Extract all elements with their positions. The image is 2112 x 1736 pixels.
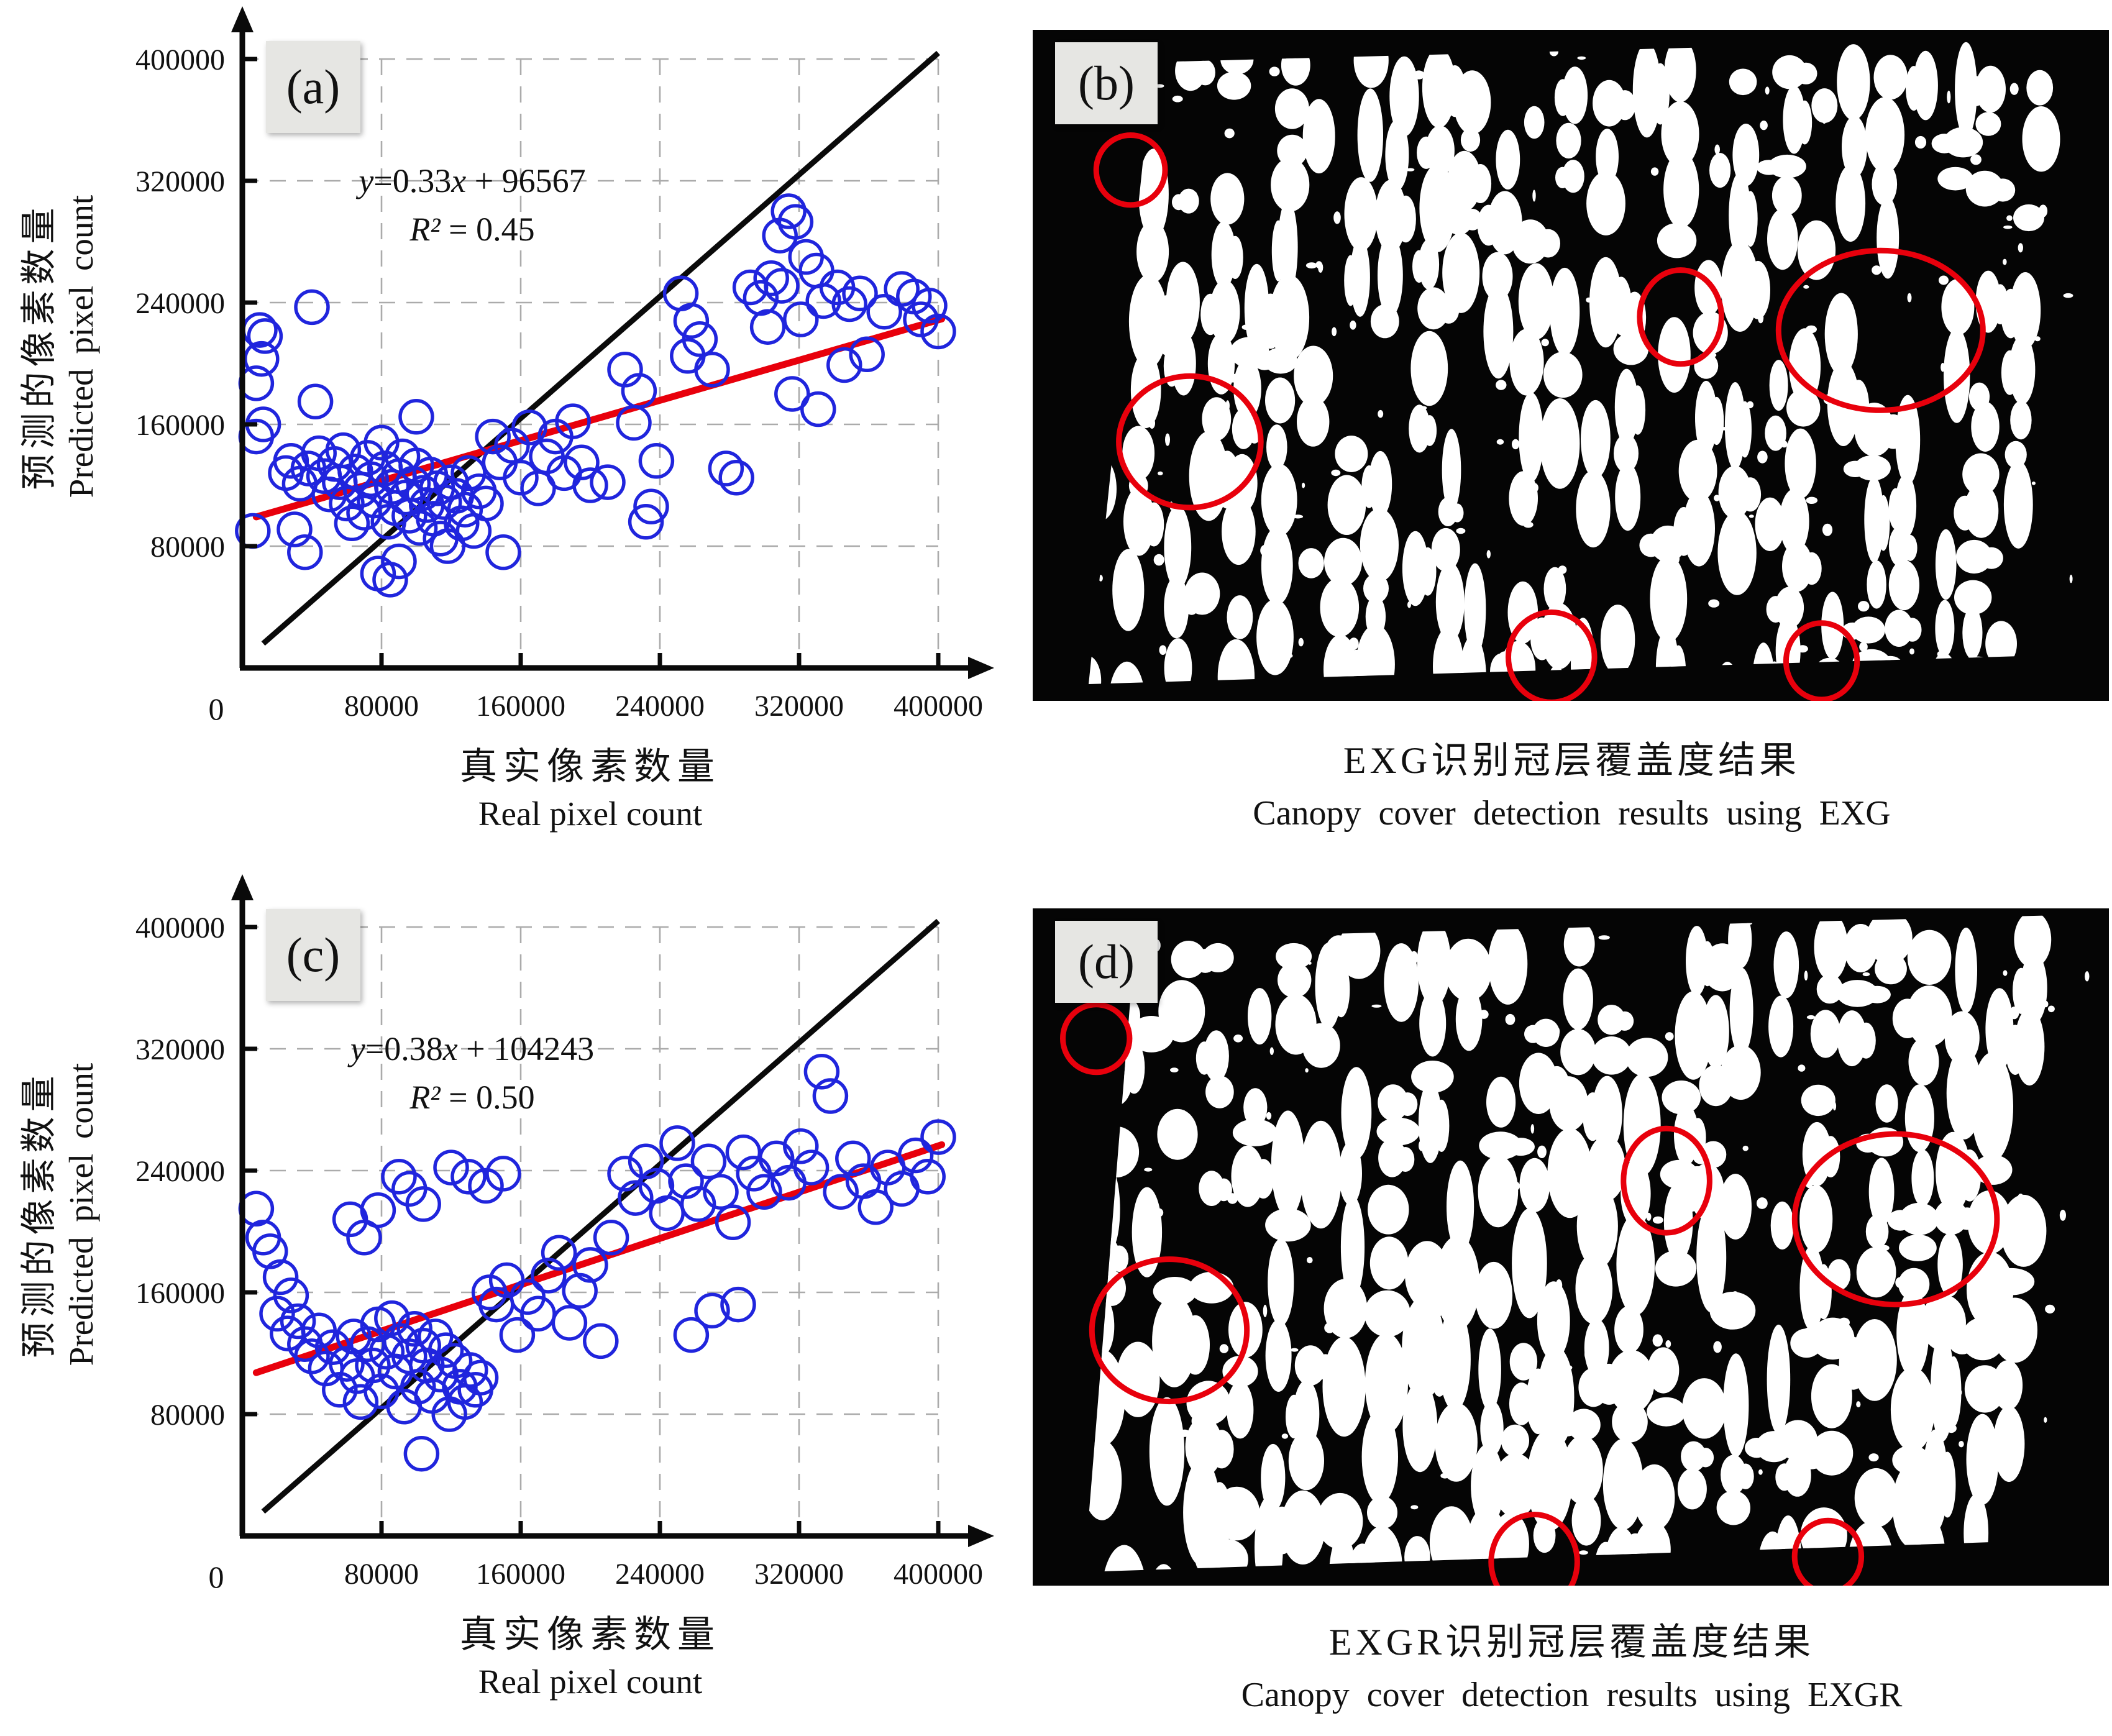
regression-equation-c: y=0.38x + 104243 R² = 0.50 xyxy=(186,1025,758,1122)
panel-d-label-text: (d) xyxy=(1078,934,1135,989)
svg-text:320000: 320000 xyxy=(754,1558,844,1591)
equation-line: y=0.38x + 104243 xyxy=(350,1030,595,1067)
svg-text:80000: 80000 xyxy=(150,1399,225,1432)
y-axis-label-zh: 预测的像素数量 xyxy=(19,1071,59,1358)
svg-text:0: 0 xyxy=(209,1560,224,1594)
x-axis-label-a: 真实像素数量 Real pixel count xyxy=(242,744,938,835)
caption-d-zh: EXGR识别冠层覆盖度结果 xyxy=(1328,1622,1815,1663)
y-axis-label-en: Predicted pixel count xyxy=(62,1062,100,1366)
svg-text:0: 0 xyxy=(209,692,224,726)
y-axis-label-c: 预测的像素数量 Predicted pixel count xyxy=(17,893,102,1536)
svg-text:160000: 160000 xyxy=(135,409,225,442)
caption-d-en: Canopy cover detection results using EXG… xyxy=(1241,1676,1903,1714)
r-squared-line: R² = 0.45 xyxy=(409,211,535,248)
x-axis-label-zh: 真实像素数量 xyxy=(460,1614,721,1655)
panel-b: (b) EXG识别冠层覆盖度结果 Canopy cover detection … xyxy=(1031,0,2112,868)
svg-text:320000: 320000 xyxy=(754,690,844,723)
svg-text:160000: 160000 xyxy=(135,1277,225,1310)
svg-text:400000: 400000 xyxy=(894,1558,983,1591)
binary-image-d: (d) xyxy=(1033,908,2109,1586)
svg-text:240000: 240000 xyxy=(135,1155,225,1188)
caption-b-en: Canopy cover detection results using EXG xyxy=(1253,794,1891,833)
svg-text:240000: 240000 xyxy=(615,1558,705,1591)
svg-text:80000: 80000 xyxy=(344,690,419,723)
binary-image-b-canvas xyxy=(1033,30,2109,701)
panel-a-label: (a) xyxy=(266,41,360,133)
caption-d: EXGR识别冠层覆盖度结果 Canopy cover detection res… xyxy=(1031,1620,2112,1715)
svg-text:320000: 320000 xyxy=(135,1033,225,1066)
panel-d: (d) EXGR识别冠层覆盖度结果 Canopy cover detection… xyxy=(1031,868,2112,1736)
r-squared-line: R² = 0.50 xyxy=(409,1079,535,1116)
svg-text:240000: 240000 xyxy=(135,287,225,320)
svg-text:160000: 160000 xyxy=(476,690,565,723)
y-axis-label-a: 预测的像素数量 Predicted pixel count xyxy=(17,25,102,668)
scatter-plot-c: 0 80000 160000 240000 320000 400000 80000 16000… xyxy=(135,874,994,1594)
panel-a: 0 80000 160000 240000 320000 400000 80000 16000… xyxy=(0,0,1031,868)
x-axis-label-en: Real pixel count xyxy=(478,1663,703,1701)
panel-b-label-text: (b) xyxy=(1078,56,1135,110)
panel-c-label-text: (c) xyxy=(286,928,341,982)
x-axis-label-zh: 真实像素数量 xyxy=(460,746,721,787)
binary-image-b: (b) xyxy=(1033,30,2109,701)
caption-b: EXG识别冠层覆盖度结果 Canopy cover detection resu… xyxy=(1031,738,2112,834)
y-axis-label-zh: 预测的像素数量 xyxy=(19,203,59,490)
panel-c-label: (c) xyxy=(266,909,360,1001)
equation-line: y=0.33x + 96567 xyxy=(359,162,586,199)
binary-image-d-canvas xyxy=(1033,908,2109,1586)
svg-text:240000: 240000 xyxy=(615,690,705,723)
svg-text:160000: 160000 xyxy=(476,1558,565,1591)
y-axis-label-en: Predicted pixel count xyxy=(62,194,100,498)
panel-c: 0 80000 160000 240000 320000 400000 80000 16000… xyxy=(0,868,1031,1736)
scatter-plot-a: 0 80000 160000 240000 320000 400000 80000 16000… xyxy=(135,6,994,726)
svg-text:80000: 80000 xyxy=(150,531,225,564)
panel-b-label: (b) xyxy=(1055,42,1158,124)
svg-text:400000: 400000 xyxy=(135,43,225,76)
svg-text:400000: 400000 xyxy=(894,690,983,723)
regression-equation-a: y=0.33x + 96567 R² = 0.45 xyxy=(186,157,758,254)
panel-a-label-text: (a) xyxy=(286,60,341,114)
svg-text:320000: 320000 xyxy=(135,165,225,198)
x-axis-label-c: 真实像素数量 Real pixel count xyxy=(242,1612,938,1703)
caption-b-zh: EXG识别冠层覆盖度结果 xyxy=(1343,740,1801,781)
svg-text:400000: 400000 xyxy=(135,911,225,944)
svg-text:80000: 80000 xyxy=(344,1558,419,1591)
x-axis-label-en: Real pixel count xyxy=(478,795,703,833)
panel-d-label: (d) xyxy=(1055,921,1158,1003)
